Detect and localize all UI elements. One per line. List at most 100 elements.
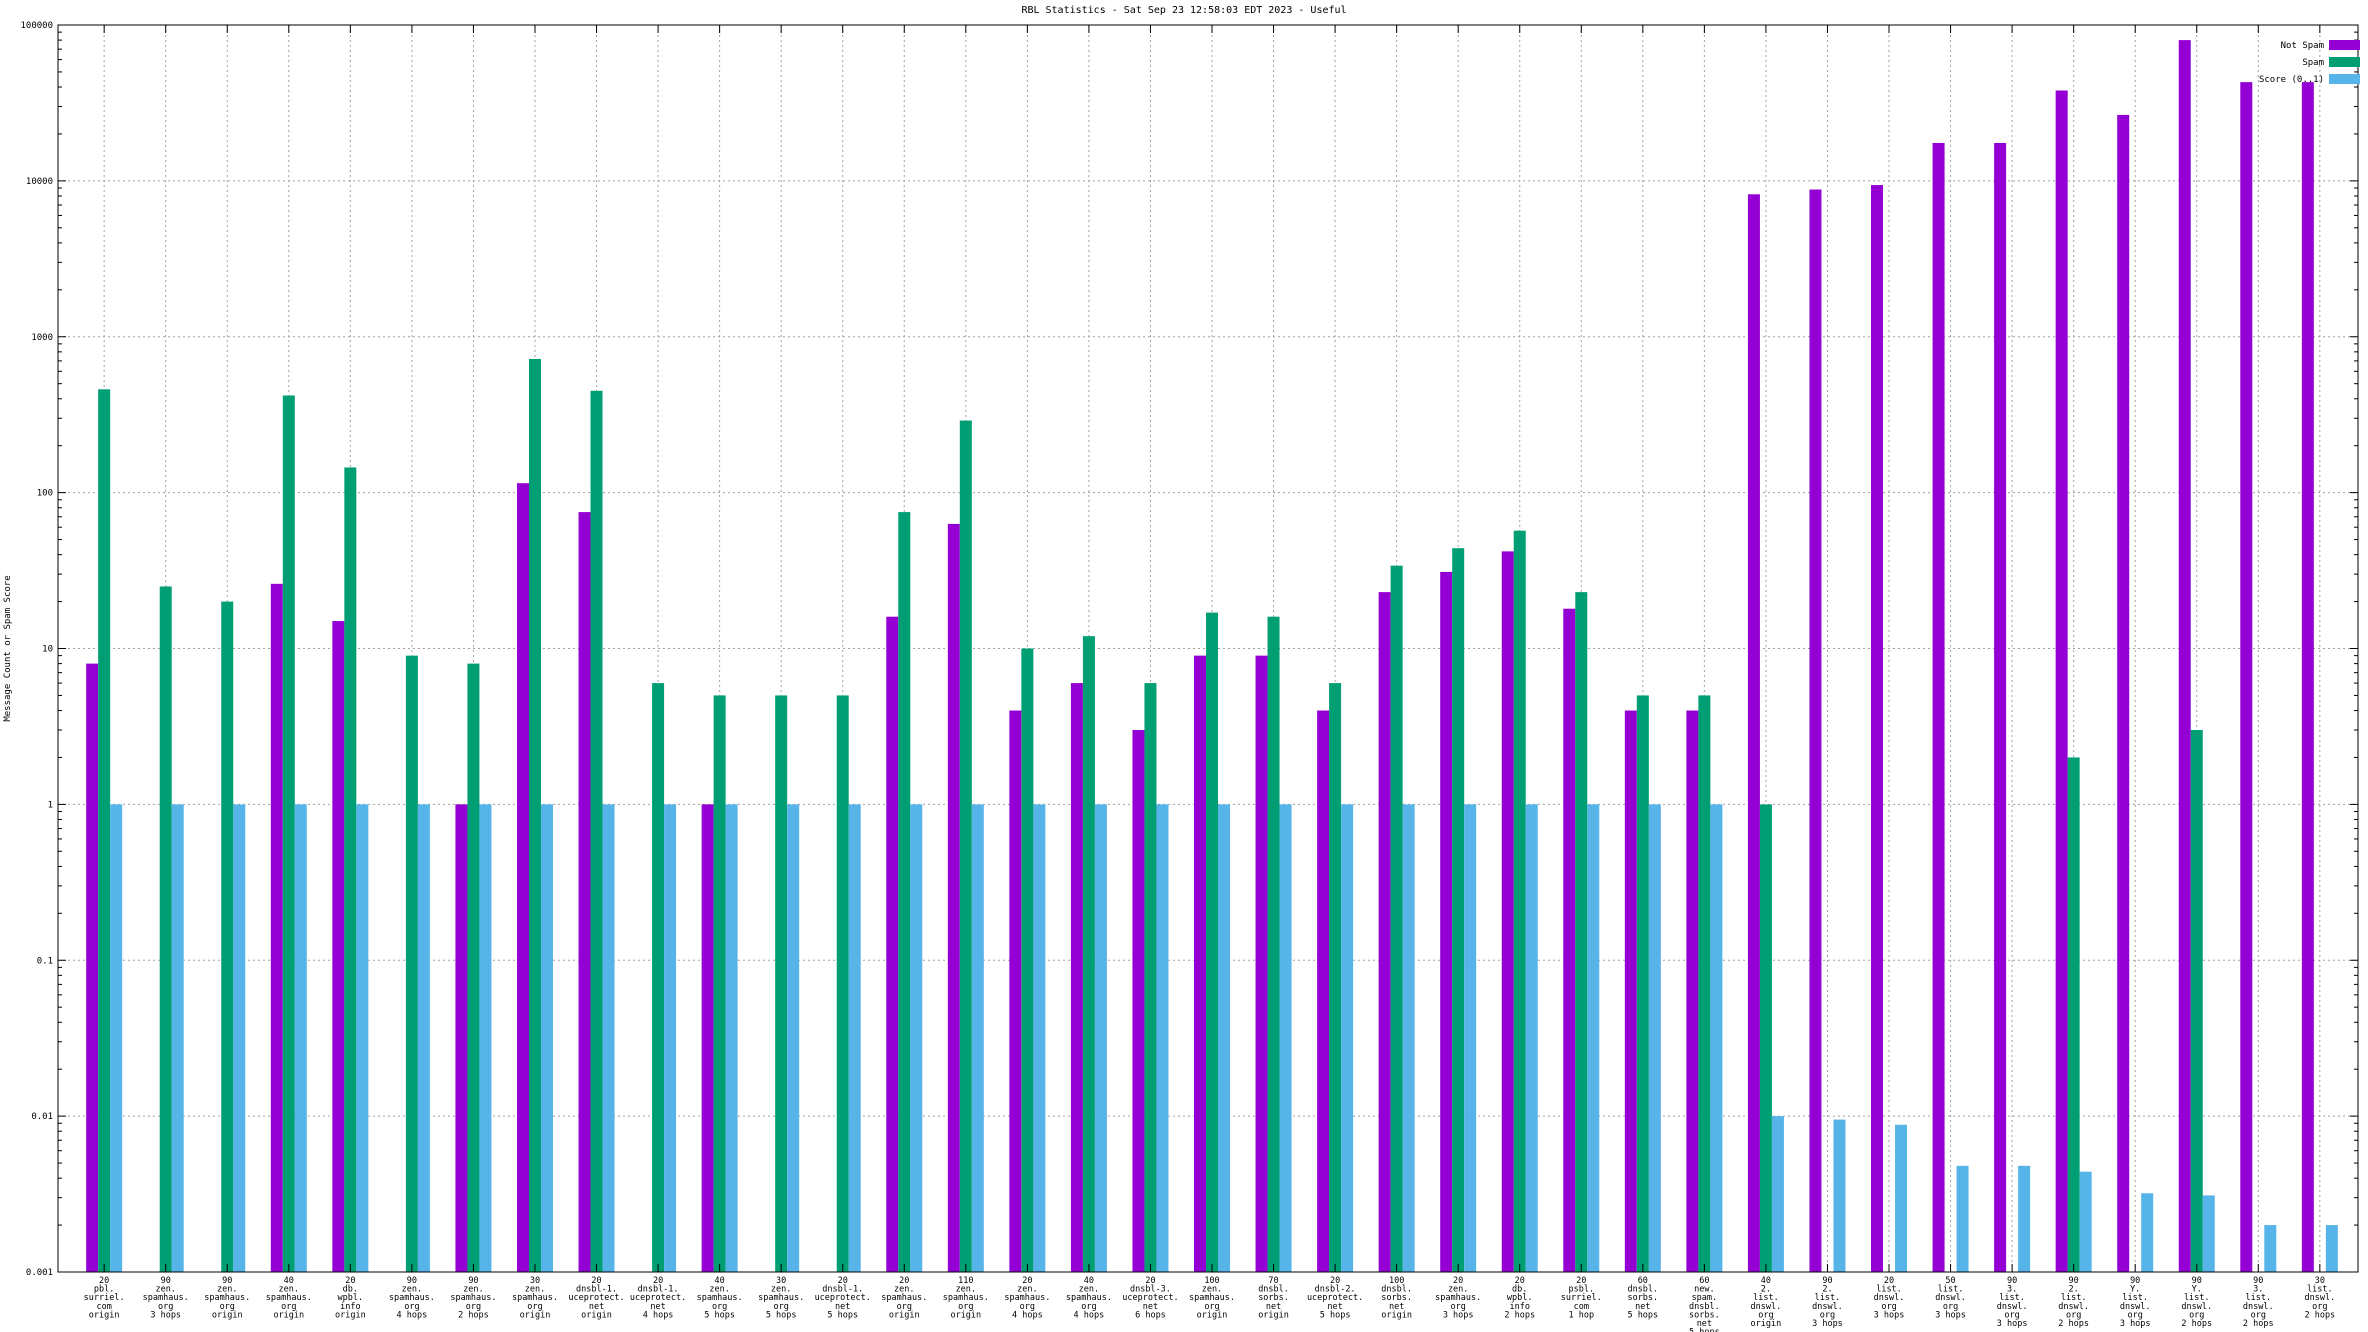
bar-spam [1636,695,1649,1272]
x-tick-label-line: dnsbl-1. [638,1285,679,1295]
bar-not-spam [1317,710,1330,1272]
x-tick-label: 20 dnsbl-1. uceprotect. net origin [568,1276,624,1320]
x-tick-label-line: dnsbl. [1627,1285,1658,1295]
bar-spam [836,695,849,1272]
x-tick-label-line: 5 hops [766,1310,797,1320]
x-tick-label-line: list. [1753,1293,1779,1303]
x-tick-label-line: uceprotect. [1307,1293,1363,1303]
x-tick-label-line: 20 [345,1276,355,1286]
bar-score [2141,1193,2154,1272]
y-axis-label: Message Count or Spam Score [3,575,13,721]
bar-score [356,804,369,1272]
x-tick-label-line: zen. [709,1285,729,1295]
bar-score [2018,1165,2031,1272]
x-tick-label-line: origin [89,1310,120,1320]
x-tick-label-line: net [589,1302,604,1312]
x-tick-label-line: dnsbl. [1381,1285,1412,1295]
x-tick-label-line: spamhaus. [1435,1293,1481,1303]
x-tick-label-line: 3 hops [1874,1310,1905,1320]
bar-not-spam [1440,571,1453,1272]
x-tick-label-line: org [1758,1310,1773,1320]
y-tick-label: 10000 [26,177,53,187]
x-tick-label-line: dnswl. [1997,1302,2028,1312]
x-tick-label-line: 20 [1145,1276,1155,1286]
x-tick-label-line: 20 [1330,1276,1340,1286]
x-tick-label-line: 4 hops [1074,1310,1105,1320]
x-tick-label: 90 Y. list. dnswl. org 2 hops [2181,1276,2212,1329]
x-tick-label-line: 60 [1699,1276,1709,1286]
x-tick-label-line: list. [1999,1293,2025,1303]
x-tick-label-line: 5 hops [1627,1310,1658,1320]
x-tick-label-line: dnswl. [2243,1302,2274,1312]
bar-score [1833,1119,1846,1272]
x-tick-label: 100 dnsbl. sorbs. net origin [1381,1276,1412,1320]
legend-swatch [2329,57,2360,67]
x-tick-label: 90 Y. list. dnswl. org 3 hops [2120,1276,2151,1329]
x-tick-label-line: list. [1876,1285,1902,1295]
bar-not-spam [2055,90,2068,1273]
bar-spam [1452,548,1465,1272]
x-tick-label-line: 2 hops [1504,1310,1535,1320]
bar-spam [1390,565,1403,1272]
bar-not-spam [1932,142,1945,1272]
bar-not-spam [1255,655,1268,1272]
x-tick-label-line: origin [581,1310,612,1320]
x-tick-label-line: org [1020,1302,1035,1312]
x-tick-label-line: wpbl. [338,1293,364,1303]
x-tick-label-line: 5 hops [827,1310,858,1320]
x-tick-label: 110 zen. spamhaus. org origin [943,1276,989,1320]
bar-not-spam [332,621,345,1272]
x-tick-label-line: 30 [776,1276,786,1286]
x-tick-label-line: 20 [899,1276,909,1286]
x-tick-label-line: list. [2245,1293,2271,1303]
x-tick-label-line: 40 [715,1276,725,1286]
x-tick-label-line: spamhaus. [943,1293,989,1303]
bar-score [602,804,615,1272]
x-tick-label-line: list. [2122,1293,2148,1303]
x-tick-label-line: dnswl. [1935,1293,1966,1303]
x-tick-label-line: dnsbl-3. [1130,1285,1171,1295]
legend-label: Spam [2302,58,2324,68]
bar-not-spam [1624,710,1637,1272]
x-tick-label-line: net [835,1302,850,1312]
x-tick-label-line: sorbs. [1627,1293,1658,1303]
x-tick-label-line: dnsbl-1. [822,1285,863,1295]
x-tick-label-line: surriel. [1561,1293,1602,1303]
x-tick-label: 100 zen. spamhaus. org origin [1189,1276,1235,1320]
x-tick-label-line: net [1635,1302,1650,1312]
x-tick-label-line: 40 [1761,1276,1771,1286]
legend-label: Score (0..1) [2259,75,2324,85]
x-tick-label-line: 90 [2130,1276,2140,1286]
y-tick-label: 10 [42,645,53,655]
x-tick-label-line: org [1820,1310,1835,1320]
x-tick-label-line: zen. [155,1285,175,1295]
bar-score [540,804,553,1272]
bar-score [1710,804,1723,1272]
bar-spam [2190,730,2203,1272]
x-tick-label-line: org [958,1302,973,1312]
x-tick-label: 50 list. dnswl. org 3 hops [1935,1276,1966,1320]
x-tick-label: 30 zen. spamhaus. org origin [512,1276,558,1320]
x-tick-label-line: 40 [284,1276,294,1286]
x-tick-label-line: org [2066,1310,2081,1320]
x-tick-label-line: net [1143,1302,1158,1312]
bar-spam [1144,683,1157,1272]
bar-spam [1021,648,1034,1272]
x-tick-label-line: zen. [463,1285,483,1295]
x-tick-label-line: 100 [1389,1276,1404,1286]
bar-score [110,804,123,1272]
bar-not-spam [2301,82,2314,1273]
x-tick-label-line: 90 [2069,1276,2079,1286]
x-tick-label-line: uceprotect. [630,1293,686,1303]
x-tick-label-line: sorbs. [1381,1293,1412,1303]
x-tick-label-line: origin [1258,1310,1289,1320]
bar-score [848,804,861,1272]
y-tick-label: 100 [37,489,53,499]
bar-not-spam [1194,655,1207,1272]
bar-not-spam [1994,142,2007,1272]
x-tick-label-line: zen. [956,1285,976,1295]
x-tick-label-line: 20 [591,1276,601,1286]
x-tick-label: 20 db. wpbl. info 2 hops [1504,1276,1535,1320]
